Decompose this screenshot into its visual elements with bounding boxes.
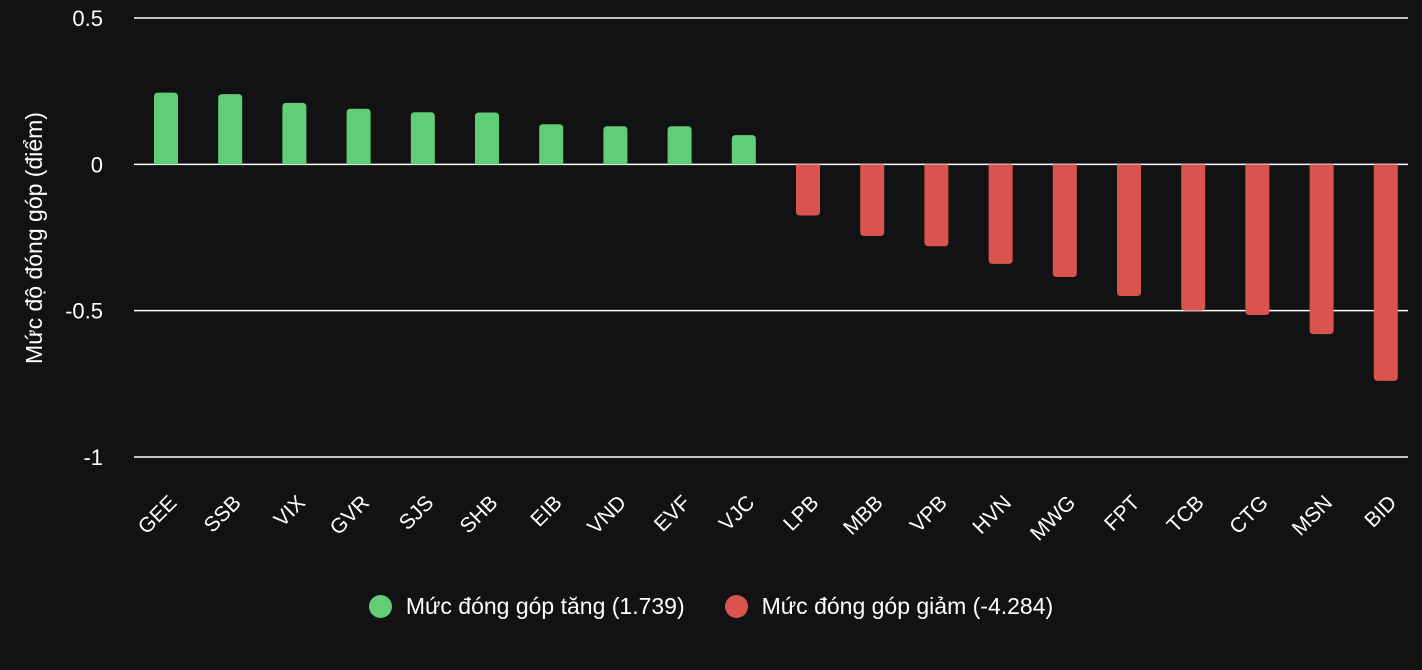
legend-decrease-label: Mức đóng góp giảm (-4.284) — [761, 592, 1054, 619]
x-tick-label-tcb: TCB — [1163, 491, 1209, 537]
x-tick-label-vnd: VND — [583, 491, 631, 539]
bar-eib[interactable] — [539, 124, 564, 165]
legend-item-increase[interactable]: Mức đóng góp tăng (1.739) — [368, 588, 685, 624]
bar-fpt[interactable] — [1117, 164, 1141, 297]
x-tick-label-mwg: MWG — [1026, 491, 1080, 545]
x-tick-label-eib: EIB — [526, 491, 566, 531]
x-tick-label-mbb: MBB — [839, 491, 887, 539]
grid-layer — [134, 17, 1408, 458]
bar-vjc[interactable] — [731, 135, 756, 165]
legend-item-decrease[interactable]: Mức đóng góp giảm (-4.284) — [724, 588, 1054, 624]
x-tick-label-lpb: LPB — [779, 491, 823, 535]
bar-bid[interactable] — [1373, 164, 1398, 381]
y-tick-label: -1 — [83, 445, 103, 470]
bar-layer — [154, 92, 1398, 381]
bar-evf[interactable] — [667, 126, 692, 165]
x-tick-labels: GEE SSB VIX GVR SJS SHB EIB VND EVF VJC LPB MBB VPB H… — [134, 491, 1401, 545]
x-tick-label-vix: VIX — [270, 491, 310, 531]
x-tick-label-fpt: FPT — [1100, 491, 1144, 535]
legend-decrease-dot-icon — [724, 594, 748, 618]
bar-tcb[interactable] — [1181, 164, 1206, 311]
y-tick-labels: 0.5 0 -0.5 -1 — [65, 6, 103, 470]
legend-increase-label: Mức đóng góp tăng (1.739) — [405, 592, 685, 619]
y-tick-label: 0 — [91, 152, 103, 177]
bar-vpb[interactable] — [924, 164, 949, 247]
x-tick-label-bid: BID — [1360, 491, 1401, 532]
legend-increase-dot-icon — [368, 594, 392, 618]
x-tick-label-hvn: HVN — [968, 491, 1016, 539]
x-tick-label-ssb: SSB — [200, 491, 246, 537]
bar-lpb[interactable] — [796, 164, 820, 216]
x-tick-label-evf: EVF — [650, 491, 695, 536]
bar-hvn[interactable] — [988, 164, 1013, 264]
legend: Mức đóng góp tăng (1.739) Mức đóng góp g… — [0, 588, 1422, 624]
y-tick-label: 0.5 — [72, 6, 103, 31]
bar-chart: 0.5 0 -0.5 -1 GEE SSB VIX GVR SJS SHB EIB VND EVF VJ… — [21, 6, 1408, 545]
bar-vnd[interactable] — [603, 126, 628, 165]
bar-shb[interactable] — [475, 112, 499, 165]
x-tick-label-shb: SHB — [456, 491, 503, 538]
bar-gee[interactable] — [154, 92, 178, 165]
bar-vix[interactable] — [282, 102, 307, 165]
bar-ctg[interactable] — [1245, 164, 1270, 316]
bar-msn[interactable] — [1309, 164, 1334, 335]
x-tick-label-vjc: VJC — [715, 491, 759, 535]
bar-gvr[interactable] — [346, 108, 371, 165]
bar-mwg[interactable] — [1052, 164, 1077, 278]
y-tick-label: -0.5 — [65, 299, 103, 324]
bar-ssb[interactable] — [218, 94, 243, 165]
x-tick-label-msn: MSN — [1288, 491, 1337, 540]
x-tick-label-vpb: VPB — [906, 491, 952, 537]
x-tick-label-gee: GEE — [134, 491, 182, 539]
x-tick-label-gvr: GVR — [326, 491, 374, 539]
x-tick-label-ctg: CTG — [1225, 491, 1273, 539]
x-tick-label-sjs: SJS — [395, 491, 438, 534]
bar-sjs[interactable] — [410, 112, 435, 165]
bar-mbb[interactable] — [860, 164, 885, 237]
y-axis-title: Mức độ đóng góp (điểm) — [21, 112, 47, 364]
